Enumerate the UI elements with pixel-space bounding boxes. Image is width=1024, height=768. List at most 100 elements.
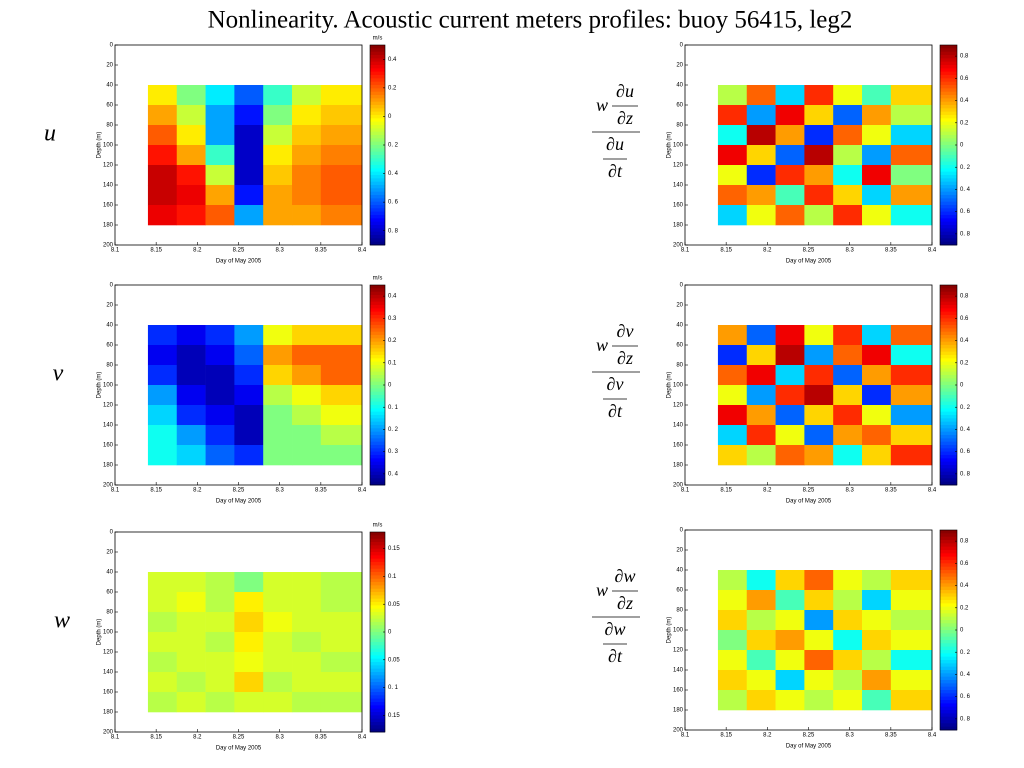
colorbar-stripe [370, 308, 385, 313]
colorbar-stripe [370, 108, 385, 113]
heat-cell [717, 105, 748, 126]
x-tick-label: 8.15 [150, 248, 162, 254]
heat-cell [263, 145, 293, 166]
y-tick-label: 40 [106, 570, 113, 576]
heat-cell [890, 650, 933, 671]
colorbar-stripe [940, 596, 957, 601]
variable-label: v [53, 361, 64, 387]
heat-cell [234, 672, 264, 693]
colorbar-stripe [370, 88, 385, 93]
colorbar-stripe [940, 405, 957, 409]
colorbar-stripe [370, 702, 385, 706]
heat-cell [804, 570, 834, 591]
x-tick-label: 8.2 [763, 248, 772, 254]
heat-cell [746, 165, 776, 186]
heat-cell [804, 445, 834, 466]
y-tick-label: 60 [106, 103, 113, 109]
colorbar-stripe [940, 633, 957, 638]
variable-label: w [54, 608, 70, 634]
colorbar-tick-label: 0.6 [960, 316, 969, 322]
colorbar-stripe [940, 295, 957, 299]
y-tick-label: 80 [676, 363, 683, 369]
colorbar-stripe [940, 461, 957, 466]
heat-cell [320, 445, 363, 466]
heat-cell [775, 165, 805, 186]
heat-cell [234, 692, 264, 713]
colorbar-stripe [370, 288, 385, 293]
colorbar-stripe [370, 285, 385, 289]
x-tick-label: 8.3 [275, 735, 284, 741]
heat-cell [746, 425, 776, 446]
heat-cell [205, 105, 235, 126]
colorbar-stripe [370, 718, 385, 723]
heat-cell [833, 145, 863, 166]
colorbar-stripe [370, 608, 385, 613]
heat-cell [263, 125, 293, 146]
heat-cell [717, 365, 748, 386]
x-tick-label: 8.3 [275, 488, 284, 494]
heat-cell [890, 590, 933, 611]
colorbar-stripe [370, 148, 385, 153]
formula-num-top: ∂v [617, 321, 634, 341]
colorbar-stripe [940, 580, 957, 584]
colorbar-stripe [940, 148, 957, 153]
y-tick-label: 0 [680, 283, 684, 289]
heat-cell [746, 205, 776, 226]
colorbar-stripe [370, 218, 385, 223]
heat-cell [862, 570, 892, 591]
y-tick-label: 20 [676, 548, 683, 554]
heat-cell [890, 105, 933, 126]
heat-cell [717, 205, 748, 226]
colorbar-stripe [940, 335, 957, 339]
heat-cell [746, 570, 776, 591]
formula-den-bottom: ∂t [608, 161, 623, 181]
heat-cell [804, 650, 834, 671]
x-tick-label: 8.4 [928, 248, 937, 254]
colorbar-stripe [940, 338, 957, 343]
heat-cell [890, 405, 933, 426]
colorbar-stripe [940, 68, 957, 73]
colorbar-stripe [370, 198, 385, 203]
colorbar-stripe [940, 613, 957, 618]
colorbar-stripe [370, 231, 385, 236]
colorbar-stripe [940, 553, 957, 558]
colorbar-stripe [940, 355, 957, 359]
heat-cell [804, 670, 834, 691]
heat-cell [292, 612, 322, 633]
colorbar-stripe [940, 375, 957, 379]
heat-cell [234, 165, 264, 186]
formula-den-top: ∂u [606, 134, 624, 154]
colorbar-stripe [940, 371, 957, 376]
heat-cell [833, 570, 863, 591]
colorbar-stripe [370, 408, 385, 413]
colorbar-tick-label: 0.2 [960, 605, 969, 611]
x-tick-label: 8.35 [315, 735, 327, 741]
colorbar-stripe [940, 241, 957, 246]
heat-cell [775, 385, 805, 406]
colorbar-stripe [370, 175, 385, 179]
colorbar-stripe [370, 375, 385, 379]
colorbar-stripe [370, 115, 385, 119]
y-tick-label: 180 [103, 463, 114, 469]
colorbar-stripe [370, 131, 385, 136]
heat-cell [147, 572, 178, 593]
colorbar-stripe [940, 556, 957, 561]
colorbar-stripe [940, 328, 957, 333]
heat-cell [176, 445, 206, 466]
y-axis-label: Depth (m) [97, 132, 103, 159]
colorbar-stripe [940, 560, 957, 564]
colorbar-stripe [940, 435, 957, 439]
heat-cell [147, 445, 178, 466]
heat-cell [890, 670, 933, 691]
colorbar-stripe [940, 415, 957, 419]
y-tick-label: 80 [106, 610, 113, 616]
colorbar-tick-label: 0.4 [388, 294, 397, 300]
heat-cell [746, 385, 776, 406]
colorbar-stripe [370, 191, 385, 196]
colorbar-tick-label: 0.2 [960, 120, 969, 126]
heat-cell [234, 345, 264, 366]
y-tick-label: 200 [103, 483, 114, 489]
heat-cell [292, 85, 322, 106]
colorbar-stripe [940, 428, 957, 433]
heat-cell [746, 345, 776, 366]
